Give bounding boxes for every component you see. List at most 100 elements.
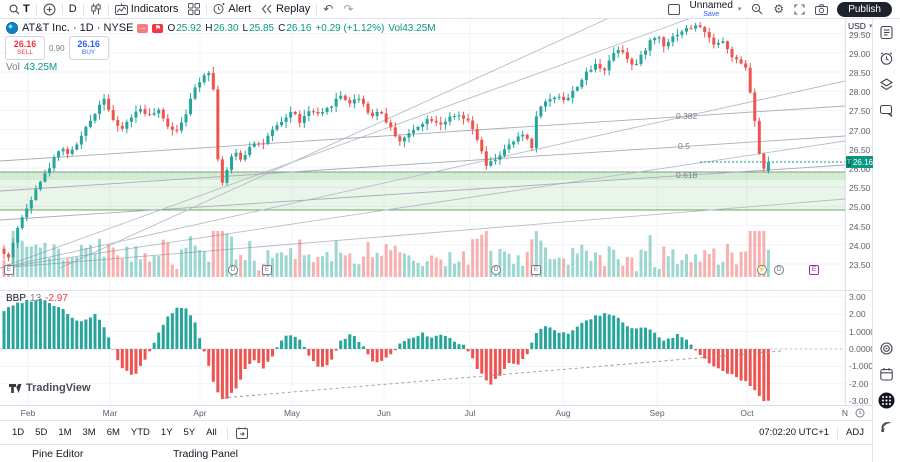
layout-name-button[interactable]: Unnamed Save ▾ — [685, 0, 747, 18]
currency-selector[interactable]: USD ▾ — [848, 21, 872, 34]
trend-lines — [0, 19, 845, 269]
sell-button[interactable]: 26.16 SELL — [5, 36, 45, 60]
toolbar-separator — [82, 3, 84, 15]
price-axis-label: 28.00 — [849, 87, 871, 98]
gear-icon: ⚙ — [773, 2, 785, 16]
bbp-axis-label: 2.00 — [849, 309, 866, 320]
range-button-3m[interactable]: 3M — [82, 427, 96, 438]
bbp-axis-label: -2.00 — [849, 378, 869, 389]
date-range-buttons: 1D 5D 1M 3M 6M YTD 1Y 5Y All — [8, 425, 221, 440]
bbp-title: BBP — [6, 293, 27, 304]
alarm-clock-icon — [880, 51, 893, 65]
undo-button[interactable]: ↶ — [323, 2, 334, 16]
range-button-all[interactable]: All — [206, 427, 217, 438]
timezone-clock-icon[interactable] — [855, 408, 865, 418]
bbp-legend[interactable]: BBP 13 -2.97 — [6, 293, 68, 304]
bar-style-button[interactable] — [85, 0, 107, 18]
bbp-axis-label: -1.0000 — [849, 361, 878, 372]
range-button-6m[interactable]: 6M — [106, 427, 120, 438]
price-chart-pane[interactable]: AT&T Inc. · 1D · NYSE – ⚑ O 25.92 H 26.30 L 2… — [0, 19, 845, 290]
alert-button[interactable]: Alert — [208, 0, 256, 18]
change-value: +0.29 (+1.12%) — [315, 22, 385, 34]
settings-button[interactable]: ⚙ — [768, 3, 789, 15]
clock-time[interactable]: 07:02:20 UTC+1 — [759, 427, 830, 438]
price-axis-label: 24.50 — [849, 221, 871, 232]
data-feed-button[interactable] — [876, 415, 898, 437]
time-axis[interactable]: Feb Mar Apr May Jun Jul Aug Sep Oct N — [0, 405, 872, 420]
snapshot-button[interactable] — [810, 3, 833, 15]
ideas-button[interactable] — [876, 337, 898, 359]
price-chart-canvas[interactable] — [0, 19, 845, 290]
bbp-bars — [2, 299, 770, 402]
currency-label: USD — [848, 21, 866, 31]
calendar-goto-icon — [235, 427, 248, 439]
symbol-title[interactable]: AT&T Inc. · 1D · NYSE — [22, 22, 134, 34]
event-badge-dividend[interactable]: D — [228, 265, 238, 275]
calendar-button[interactable] — [876, 363, 898, 385]
event-badge-dividend[interactable]: D — [491, 265, 501, 275]
quick-search-button[interactable] — [746, 3, 768, 15]
indicators-label: Indicators — [130, 3, 179, 15]
apps-button[interactable] — [876, 389, 898, 411]
interval-button[interactable]: D — [64, 0, 82, 18]
tradingview-logo[interactable]: TradingView — [8, 381, 91, 395]
chat-bubble-icon — [879, 104, 893, 117]
adj-toggle[interactable]: ADJ — [846, 427, 864, 438]
range-button-1d[interactable]: 1D — [12, 427, 25, 438]
event-badge-earnings[interactable]: E — [809, 265, 819, 275]
fullscreen-button[interactable] — [789, 3, 810, 15]
bbp-indicator-pane[interactable]: BBP 13 -2.97 TradingView — [0, 290, 845, 406]
tab-pine-editor[interactable]: Pine Editor — [32, 448, 84, 460]
bbp-axis-label: -3.00 — [849, 396, 869, 407]
alerts-button[interactable] — [876, 47, 898, 69]
symbol-search-button[interactable]: T — [4, 0, 35, 18]
time-axis-label: Sep — [649, 408, 665, 418]
toolbar-separator — [35, 3, 37, 15]
time-axis-label: Oct — [740, 408, 754, 418]
fullscreen-icon — [794, 3, 805, 15]
legend-minus-badge[interactable]: – — [137, 23, 149, 33]
top-toolbar: T D Indicators Alert Replay — [0, 0, 900, 19]
tab-trading-panel[interactable]: Trading Panel — [173, 448, 238, 460]
tradingview-logo-icon — [9, 384, 22, 393]
symbol-legend[interactable]: AT&T Inc. · 1D · NYSE – ⚑ O 25.92 H 26.30 L 2… — [6, 22, 436, 34]
range-button-1m[interactable]: 1M — [58, 427, 72, 438]
grid-templates-icon — [188, 3, 201, 15]
layout-select-button[interactable] — [663, 3, 685, 15]
price-axis-label: 28.50 — [849, 68, 871, 78]
event-badge-earnings[interactable]: E — [262, 265, 272, 275]
last-price-tag[interactable]: T 26.16 — [846, 156, 873, 168]
compare-add-button[interactable] — [38, 0, 61, 18]
hotlists-button[interactable] — [876, 73, 898, 95]
redo-button[interactable]: ↷ — [343, 2, 354, 16]
event-badge-earnings[interactable]: E — [531, 265, 541, 275]
pane-divider[interactable] — [846, 290, 873, 291]
toolbar-separator — [107, 3, 109, 15]
watchlist-button[interactable] — [876, 21, 898, 43]
range-button-5d[interactable]: 5D — [35, 427, 48, 438]
buy-button[interactable]: 26.16 BUY — [68, 36, 109, 60]
toolbar-separator — [316, 3, 318, 15]
time-axis-label: N — [841, 408, 849, 418]
price-axis-label: 26.00 — [849, 164, 871, 174]
buy-label: BUY — [81, 48, 96, 56]
fib-level-label: 0.382 — [676, 111, 698, 121]
range-button-1y[interactable]: 1Y — [160, 427, 173, 438]
save-label[interactable]: Save — [703, 10, 720, 18]
chat-button[interactable] — [876, 99, 898, 121]
range-button-5y[interactable]: 5Y — [183, 427, 196, 438]
event-badge-event[interactable]: ⚡ — [757, 265, 767, 275]
candlestick-icon — [90, 3, 101, 15]
range-button-ytd[interactable]: YTD — [130, 427, 150, 438]
bbp-chart-canvas[interactable] — [0, 291, 845, 406]
event-badge-earnings[interactable]: E — [4, 265, 14, 275]
price-axis[interactable]: USD ▾ T 26.16 29.50 29.00 28.50 28.00 27.50 2… — [845, 19, 878, 407]
goto-date-button[interactable] — [226, 426, 248, 439]
event-badge-dividend[interactable]: D — [774, 265, 784, 275]
indicators-button[interactable]: Indicators — [110, 0, 184, 18]
publish-button[interactable]: Publish — [837, 1, 892, 17]
indicator-templates-button[interactable] — [183, 0, 205, 18]
volume-legend[interactable]: Vol 43.25M — [6, 62, 57, 73]
legend-flag-badge[interactable]: ⚑ — [152, 23, 164, 33]
replay-button[interactable]: Replay — [256, 0, 315, 18]
